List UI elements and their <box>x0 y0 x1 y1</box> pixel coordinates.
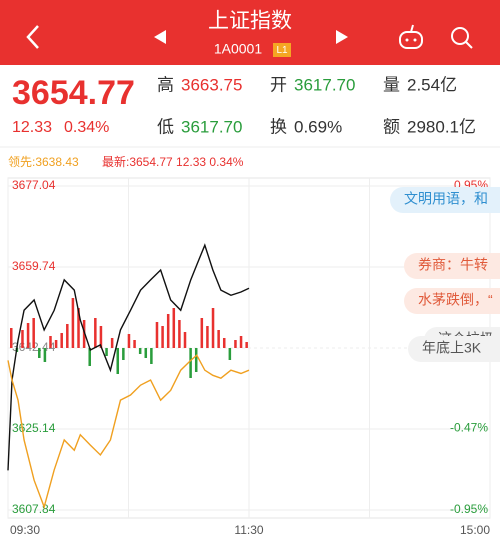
series-line <box>7 354 250 510</box>
volume-bar <box>116 348 120 374</box>
y-tick-label: 3607.84 <box>12 502 56 516</box>
volume-bar <box>105 348 108 356</box>
volume-bar <box>122 348 125 360</box>
stat-label: 高 <box>157 75 174 94</box>
volume-bar <box>60 333 63 348</box>
comment-bubble <box>390 187 500 213</box>
x-tick-label: 15:00 <box>460 523 490 537</box>
volume-bar <box>200 318 204 348</box>
search-icon[interactable] <box>451 27 473 49</box>
volume-bar <box>133 340 136 348</box>
next-button[interactable] <box>336 30 348 44</box>
volume-bar <box>49 336 52 348</box>
volume-bar <box>194 348 198 372</box>
volume-bar <box>99 326 103 348</box>
volume-bar <box>217 330 220 348</box>
volume-bar <box>26 323 30 348</box>
volume-bar <box>211 308 215 348</box>
badge: L1 <box>276 45 288 56</box>
x-tick-label: 11:30 <box>234 523 263 537</box>
badge-bg <box>273 43 291 57</box>
plot: 09:3011:3015:003607.843625.143642.443659… <box>7 178 500 537</box>
x-tick-label: 09:30 <box>10 523 40 537</box>
volume-bar <box>183 332 187 348</box>
volume-bar <box>77 308 80 348</box>
volume-bar <box>166 314 170 348</box>
volume-bar <box>161 326 164 348</box>
volume-bar <box>54 340 58 348</box>
volume-bar <box>88 348 91 366</box>
comment-text: 水茅跌倒，“ <box>418 292 493 308</box>
code: 1A0001 <box>214 41 262 57</box>
volume-bar <box>155 322 159 348</box>
volume-bar <box>239 336 243 348</box>
volume-bar <box>138 348 142 354</box>
robot-icon[interactable] <box>399 24 423 49</box>
volume-bar <box>150 348 153 364</box>
volume-bar <box>178 320 181 348</box>
volume-bar <box>32 318 35 348</box>
stat-label: 开 <box>270 75 287 94</box>
prev-button[interactable] <box>154 30 166 44</box>
volume-bar <box>144 348 148 358</box>
volume-bar <box>172 308 176 348</box>
change-pct: 0.34% <box>64 119 109 136</box>
stat-label: 换 <box>270 117 287 136</box>
volume-bar <box>71 298 75 348</box>
y-tick-label: 3659.74 <box>12 259 56 273</box>
y-tick-label: 3677.04 <box>12 178 56 192</box>
comment-text: 年底上3K <box>422 340 482 356</box>
comment-bubble <box>408 336 500 362</box>
volume-bar <box>127 334 131 348</box>
stat-value: 2.54亿 <box>407 75 457 94</box>
stat-value: 3617.70 <box>181 117 242 136</box>
volume-bar <box>245 342 248 348</box>
volume-bar <box>234 340 237 348</box>
volume-bar <box>110 338 114 348</box>
comment-text: 券商：牛转 <box>418 257 488 273</box>
change: 12.33 <box>12 119 52 136</box>
comment-bubble <box>404 288 500 314</box>
volume-bar <box>189 348 192 378</box>
volume-bar <box>82 320 86 348</box>
comment-text: 文明用语，和 <box>404 191 488 207</box>
y2-tick-label: -0.95% <box>450 502 488 516</box>
price: 3654.77 <box>12 74 135 112</box>
back-button[interactable] <box>26 25 39 49</box>
stat-value: 3663.75 <box>181 75 242 94</box>
volume-bar <box>94 318 97 348</box>
series-line <box>7 243 250 471</box>
stat-value: 3617.70 <box>294 75 355 94</box>
lead-legend: 领先:3638.43 <box>8 155 79 169</box>
volume-bar <box>21 330 24 348</box>
stat-value: 2980.1亿 <box>407 117 476 136</box>
volume-bar <box>66 324 69 348</box>
title: 上证指数 <box>208 10 292 33</box>
y-tick-label: 3625.14 <box>12 421 56 435</box>
stat-label: 额 <box>383 117 400 136</box>
stat-value: 0.69% <box>294 117 342 136</box>
volume-bar <box>228 348 232 360</box>
y2-tick-label: -0.47% <box>450 420 488 434</box>
volume-bar <box>222 338 226 348</box>
volume-bar <box>43 348 47 362</box>
volume-bar <box>38 348 41 358</box>
volume-bar <box>206 326 209 348</box>
latest-legend: 最新:3654.77 12.33 0.34% <box>102 154 244 169</box>
volume-bar <box>10 328 13 348</box>
comment-bubble <box>404 253 500 279</box>
stat-label: 量 <box>383 75 400 94</box>
stat-label: 低 <box>157 117 174 136</box>
